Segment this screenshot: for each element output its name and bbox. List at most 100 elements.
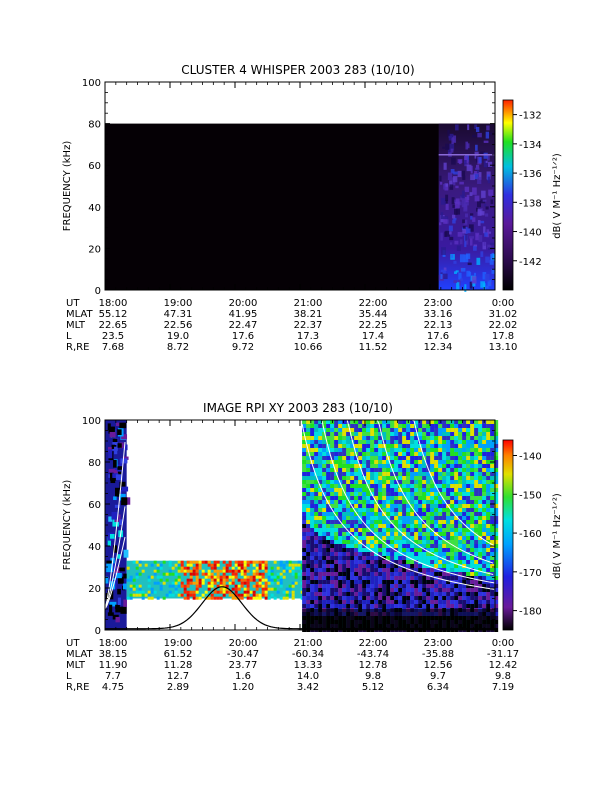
spectro-pixel bbox=[366, 420, 371, 424]
spectro-pixel bbox=[231, 593, 235, 597]
spectro-pixel bbox=[370, 484, 375, 488]
spectro-pixel bbox=[171, 593, 175, 597]
spectro-pixel bbox=[370, 524, 375, 528]
spectro-pixel bbox=[434, 440, 439, 444]
spectro-pixel bbox=[482, 448, 487, 452]
spectro-pixel bbox=[346, 448, 351, 452]
spectro-pixel bbox=[354, 472, 359, 476]
spectro-pixel bbox=[177, 575, 181, 579]
spectro-pixel bbox=[362, 424, 367, 428]
spectro-pixel bbox=[458, 460, 463, 464]
activity-pixel bbox=[470, 174, 475, 181]
spectro-pixel bbox=[438, 544, 443, 548]
spectro-pixel bbox=[195, 584, 199, 588]
spectro-pixel bbox=[382, 532, 387, 536]
spectro-pixel bbox=[306, 432, 311, 436]
spectro-pixel bbox=[322, 484, 327, 488]
spectro-pixel bbox=[240, 560, 244, 564]
spectro-pixel bbox=[386, 600, 391, 604]
spectro-pixel bbox=[326, 528, 331, 532]
spectro-pixel bbox=[446, 492, 451, 496]
spectro-pixel bbox=[462, 544, 467, 548]
spectro-pixel bbox=[410, 444, 415, 448]
spectro-pixel bbox=[279, 596, 283, 600]
spectrogram-area bbox=[105, 123, 496, 292]
spectro-pixel bbox=[386, 432, 391, 436]
spectro-pixel bbox=[326, 440, 331, 444]
spectro-pixel bbox=[322, 552, 327, 556]
spectro-pixel bbox=[338, 508, 343, 512]
spectro-pixel bbox=[402, 528, 407, 532]
spectro-pixel bbox=[478, 536, 483, 540]
spectro-pixel bbox=[386, 564, 391, 568]
spectro-pixel bbox=[370, 548, 375, 552]
spectro-pixel bbox=[466, 588, 471, 592]
spectro-pixel bbox=[386, 560, 391, 564]
spectro-pixel bbox=[279, 581, 283, 585]
spectro-pixel bbox=[270, 578, 274, 582]
spectro-pixel bbox=[306, 480, 311, 484]
spectro-pixel bbox=[362, 460, 367, 464]
spectro-pixel bbox=[366, 444, 371, 448]
spectro-pixel bbox=[186, 581, 190, 585]
spectro-pixel bbox=[418, 512, 423, 516]
spectro-pixel bbox=[310, 496, 315, 500]
spectro-pixel bbox=[198, 581, 202, 585]
spectro-pixel bbox=[418, 584, 423, 588]
spectro-pixel bbox=[246, 593, 250, 597]
spectro-pixel bbox=[466, 508, 471, 512]
activity-pixel bbox=[474, 195, 480, 202]
spectro-pixel bbox=[222, 566, 226, 570]
activity-pixel bbox=[442, 273, 448, 280]
spectro-pixel bbox=[366, 572, 371, 576]
spectro-pixel bbox=[390, 580, 395, 584]
spectro-pixel bbox=[354, 456, 359, 460]
spectro-pixel bbox=[418, 424, 423, 428]
spectro-pixel bbox=[386, 536, 391, 540]
spectro-pixel bbox=[114, 487, 120, 497]
spectro-pixel bbox=[482, 444, 487, 448]
spectro-pixel bbox=[180, 563, 184, 567]
spectro-pixel bbox=[494, 552, 499, 556]
spectro-pixel bbox=[406, 604, 411, 608]
spectro-pixel bbox=[406, 424, 411, 428]
spectro-pixel bbox=[366, 552, 371, 556]
spectro-pixel bbox=[394, 516, 399, 520]
spectro-pixel bbox=[446, 420, 451, 424]
activity-pixel bbox=[465, 253, 471, 259]
spectro-pixel bbox=[129, 593, 133, 597]
activity-pixel bbox=[461, 199, 466, 208]
spectro-pixel bbox=[302, 488, 307, 492]
spectro-pixel bbox=[228, 581, 232, 585]
spectro-pixel bbox=[422, 568, 427, 572]
spectro-pixel bbox=[366, 448, 371, 452]
spectro-pixel bbox=[470, 580, 475, 584]
spectro-pixel bbox=[322, 512, 327, 516]
spectro-pixel bbox=[462, 564, 467, 568]
spectro-pixel bbox=[264, 563, 268, 567]
spectro-pixel bbox=[264, 569, 268, 573]
spectro-pixel bbox=[213, 569, 217, 573]
spectro-pixel bbox=[237, 569, 241, 573]
activity-pixel bbox=[472, 283, 476, 287]
spectro-pixel bbox=[390, 484, 395, 488]
spectro-pixel bbox=[462, 428, 467, 432]
spectro-pixel bbox=[410, 448, 415, 452]
spectro-pixel bbox=[450, 540, 455, 544]
y-tick-label: 80 bbox=[88, 120, 101, 131]
spectro-pixel bbox=[474, 452, 479, 456]
spectro-pixel bbox=[434, 564, 439, 568]
spectro-pixel bbox=[362, 472, 367, 476]
spectro-pixel bbox=[474, 428, 479, 432]
spectro-pixel bbox=[450, 460, 455, 464]
spectro-pixel bbox=[442, 456, 447, 460]
spectro-pixel bbox=[366, 512, 371, 516]
spectro-pixel bbox=[123, 573, 128, 579]
spectro-pixel bbox=[446, 544, 451, 548]
spectro-pixel bbox=[426, 600, 431, 604]
spectro-pixel bbox=[442, 428, 447, 432]
spectro-pixel bbox=[362, 484, 367, 488]
spectro-pixel bbox=[466, 568, 471, 572]
spectro-pixel bbox=[186, 566, 190, 570]
activity-pixel bbox=[454, 240, 459, 245]
